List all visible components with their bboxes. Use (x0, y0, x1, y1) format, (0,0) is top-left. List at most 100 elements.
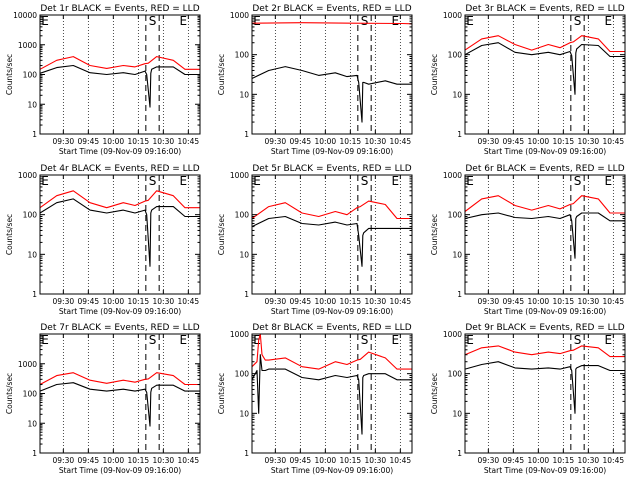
x-tick-label: 10:45 (390, 297, 412, 306)
x-tick-label: 10:15 (340, 137, 362, 146)
y-tick-label: 10 (27, 250, 37, 259)
x-tick-label: 10:30 (153, 297, 175, 306)
x-tick-label: 09:30 (265, 456, 287, 465)
panel-title: Det 3r BLACK = Events, RED = LLD (465, 4, 624, 14)
marker-label-e-left: E (253, 174, 261, 188)
marker-label-e-right: E (392, 174, 400, 188)
y-tick-label: 100 (448, 211, 463, 220)
y-tick-label: 1000 (230, 11, 249, 20)
plot-frame (251, 14, 413, 135)
lld-rate-line (251, 200, 412, 220)
x-tick-label: 10:45 (603, 456, 625, 465)
lld-rate-line (251, 22, 413, 25)
x-axis-label: Start Time (09-Nov-09 09:16:00) (59, 466, 181, 475)
x-tick-label: 10:00 (103, 137, 125, 146)
lld-rate-line (39, 372, 200, 386)
events-rate-line (464, 42, 625, 95)
x-axis-label: Start Time (09-Nov-09 09:16:00) (484, 466, 606, 475)
lld-rate-line (39, 190, 200, 209)
marker-label-e-right: E (605, 333, 613, 347)
x-tick-label: 09:45 (290, 297, 312, 306)
y-axis-label: Counts/sec (217, 54, 226, 95)
y-tick-label: 10 (452, 90, 462, 99)
x-tick-label: 10:45 (390, 456, 412, 465)
x-tick-label: 09:45 (290, 137, 312, 146)
marker-label-e-left: E (466, 14, 474, 28)
y-tick-label: 10 (452, 250, 462, 259)
y-tick-label: 100 (235, 370, 250, 379)
y-tick-label: 10 (239, 409, 249, 418)
x-tick-label: 09:30 (53, 137, 75, 146)
x-tick-label: 09:45 (503, 297, 525, 306)
x-tick-label: 10:15 (128, 297, 150, 306)
x-tick-label: 10:30 (578, 456, 600, 465)
panel-title: Det 5r BLACK = Events, RED = LLD (252, 164, 411, 174)
lld-rate-line (39, 56, 200, 70)
x-tick-label: 09:45 (290, 456, 312, 465)
panel-title: Det 1r BLACK = Events, RED = LLD (40, 4, 199, 14)
events-rate-line (464, 361, 625, 414)
panel-title: Det 6r BLACK = Events, RED = LLD (465, 164, 624, 174)
plot-frame (464, 333, 626, 454)
x-tick-label: 09:30 (265, 137, 287, 146)
events-rate-line (39, 64, 200, 108)
x-tick-label: 10:15 (128, 137, 150, 146)
x-tick-label: 10:15 (553, 137, 575, 146)
y-tick-label: 1 (32, 290, 37, 299)
marker-label-e-left: E (253, 333, 261, 347)
y-tick-label: 100 (448, 51, 463, 60)
y-tick-label: 1000 (18, 171, 37, 180)
x-tick-label: 09:45 (78, 137, 100, 146)
x-tick-label: 10:30 (365, 456, 387, 465)
y-tick-label: 1000 (18, 41, 37, 50)
x-tick-label: 09:45 (503, 137, 525, 146)
marker-label-s: S (361, 333, 369, 347)
events-rate-line (251, 215, 412, 267)
x-tick-label: 09:45 (503, 456, 525, 465)
y-tick-label: 100 (235, 211, 250, 220)
x-tick-label: 09:30 (53, 297, 75, 306)
marker-label-e-left: E (41, 174, 49, 188)
x-axis-label: Start Time (09-Nov-09 09:16:00) (271, 307, 393, 316)
y-axis-label: Counts/sec (5, 214, 14, 255)
x-axis-label: Start Time (09-Nov-09 09:16:00) (271, 147, 393, 156)
x-tick-label: 10:15 (340, 297, 362, 306)
y-tick-label: 10 (452, 409, 462, 418)
y-tick-label: 10 (27, 419, 37, 428)
x-tick-label: 10:45 (178, 297, 200, 306)
panel-title: Det 2r BLACK = Events, RED = LLD (252, 4, 411, 14)
x-tick-label: 10:00 (315, 456, 337, 465)
y-tick-label: 10 (27, 100, 37, 109)
lld-rate-line (251, 333, 412, 370)
marker-label-e-right: E (180, 174, 188, 188)
events-rate-line (251, 66, 412, 123)
plot-frame (39, 333, 201, 454)
x-axis-label: Start Time (09-Nov-09 09:16:00) (59, 307, 181, 316)
y-tick-label: 1000 (230, 171, 249, 180)
lld-rate-line (464, 345, 625, 358)
x-axis-label: Start Time (09-Nov-09 09:16:00) (271, 466, 393, 475)
marker-label-e-right: E (180, 14, 188, 28)
x-axis-label: Start Time (09-Nov-09 09:16:00) (59, 147, 181, 156)
y-tick-label: 100 (448, 370, 463, 379)
plot-frame (39, 174, 201, 295)
marker-label-e-left: E (253, 14, 261, 28)
marker-label-s: S (149, 174, 157, 188)
y-tick-label: 10 (239, 250, 249, 259)
x-tick-label: 10:45 (603, 137, 625, 146)
panel-title: Det 8r BLACK = Events, RED = LLD (252, 323, 411, 333)
marker-label-s: S (149, 333, 157, 347)
x-axis-label: Start Time (09-Nov-09 09:16:00) (484, 147, 606, 156)
marker-label-s: S (361, 174, 369, 188)
x-tick-label: 10:00 (528, 456, 550, 465)
panel-title: Det 7r BLACK = Events, RED = LLD (40, 323, 199, 333)
y-tick-label: 1000 (443, 171, 462, 180)
marker-label-e-right: E (180, 333, 188, 347)
